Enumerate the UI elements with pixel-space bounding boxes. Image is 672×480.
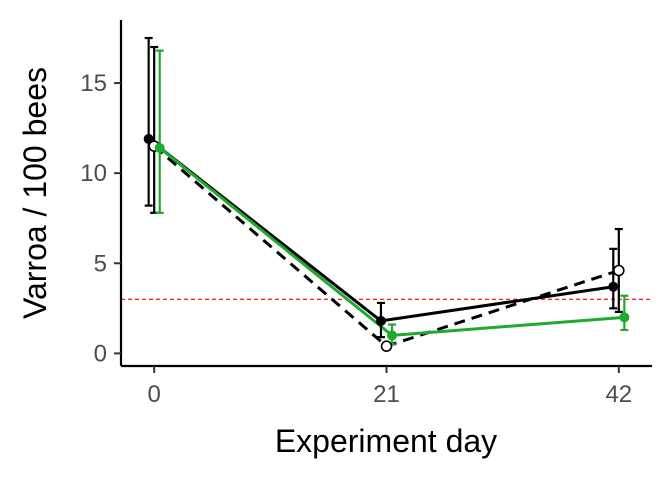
y-tick-label: 5 <box>94 250 107 277</box>
error-bar-s1-1 <box>144 36 153 207</box>
series-line-2 <box>153 145 620 348</box>
y-tick-label: 0 <box>94 340 107 367</box>
error-bar-s2-1 <box>150 45 159 214</box>
error-bar-s1-3 <box>609 247 618 310</box>
x-tick-label: 0 <box>148 381 161 408</box>
y-axis-title: Varroa / 100 bees <box>17 67 53 319</box>
data-point-s3-2 <box>387 330 398 341</box>
plot-area <box>121 36 652 352</box>
y-tick-label: 10 <box>80 160 107 187</box>
data-point-s1-1 <box>143 133 154 144</box>
data-point-s3-1 <box>154 142 165 153</box>
data-point-s2-2 <box>380 340 393 352</box>
axis-ticks: 0 21 42 0 5 10 15 <box>80 70 632 408</box>
data-point-s1-2 <box>375 315 386 326</box>
data-point-s2-3 <box>613 264 625 277</box>
error-bar-s3-1 <box>155 49 164 214</box>
data-point-s1-3 <box>608 281 619 292</box>
y-tick-label: 15 <box>80 70 107 97</box>
x-axis-title: Experiment day <box>275 423 497 459</box>
x-tick-label: 21 <box>373 381 400 408</box>
x-tick-label: 42 <box>605 381 632 408</box>
data-point-s3-3 <box>619 312 630 323</box>
series-line-3 <box>158 146 625 337</box>
